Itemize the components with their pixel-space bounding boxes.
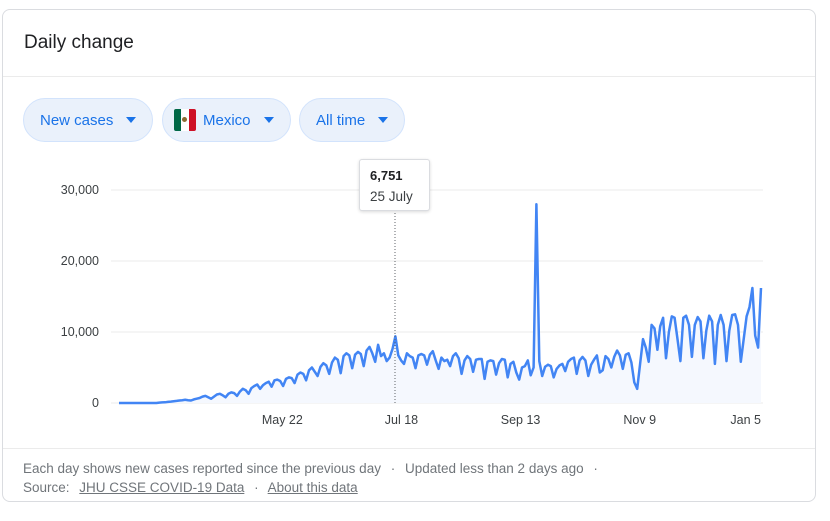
x-tick-label: Nov 9 xyxy=(623,413,656,427)
footer-source-label: Source: xyxy=(23,480,70,495)
tooltip-date: 25 July xyxy=(370,189,413,204)
country-dropdown[interactable]: Mexico xyxy=(162,98,291,142)
card-title: Daily change xyxy=(24,32,134,53)
series-line xyxy=(119,202,763,405)
range-label: All time xyxy=(316,111,366,129)
caret-down-icon xyxy=(378,117,389,123)
source-link[interactable]: JHU CSSE COVID-19 Data xyxy=(79,480,245,495)
divider xyxy=(3,76,815,77)
mexico-flag-icon xyxy=(174,109,196,131)
x-tick-label: Jan 5 xyxy=(730,413,761,427)
metric-label: New cases xyxy=(40,111,114,129)
divider xyxy=(3,448,815,449)
caret-down-icon xyxy=(263,117,274,123)
country-label: Mexico xyxy=(203,111,251,129)
footer-note: Each day shows new cases reported since … xyxy=(23,461,381,476)
footer-updated: Updated less than 2 days ago xyxy=(404,461,584,476)
y-tick-label: 10,000 xyxy=(61,325,99,339)
daily-change-card: Daily change New cases Mexico All time 0… xyxy=(2,9,816,502)
x-tick-label: May 22 xyxy=(262,413,303,427)
hover-tooltip: 6,751 25 July xyxy=(359,159,430,211)
y-tick-label: 0 xyxy=(92,396,99,410)
y-tick-label: 20,000 xyxy=(61,254,99,268)
about-link[interactable]: About this data xyxy=(267,480,358,495)
footer: Each day shows new cases reported since … xyxy=(23,461,598,495)
x-tick-label: Sep 13 xyxy=(501,413,541,427)
x-tick-label: Jul 18 xyxy=(385,413,418,427)
tooltip-value: 6,751 xyxy=(370,168,403,183)
caret-down-icon xyxy=(126,117,137,123)
cases-line-chart[interactable]: 0 10,000 20,000 30,000 May 22 Jul 18 Sep 13 Nov… xyxy=(3,10,816,440)
series-area xyxy=(119,204,761,403)
y-tick-label: 30,000 xyxy=(61,183,99,197)
range-dropdown[interactable]: All time xyxy=(299,98,406,142)
metric-dropdown[interactable]: New cases xyxy=(23,98,154,142)
